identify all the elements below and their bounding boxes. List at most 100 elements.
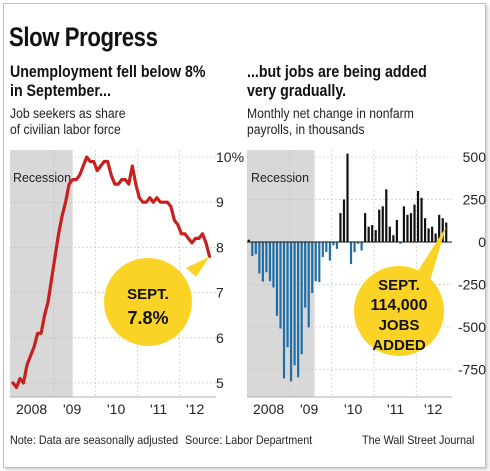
- data-point: [134, 182, 138, 186]
- page-title: Slow Progress: [9, 22, 158, 52]
- callout-text-line: JOBS: [379, 317, 420, 334]
- callout-text-line: ADDED: [372, 337, 426, 354]
- y-tick-label: 7: [216, 285, 224, 301]
- bar: [321, 242, 324, 258]
- data-point: [201, 232, 204, 236]
- left-headline-line-2: in September...: [10, 82, 111, 100]
- data-point: [71, 178, 74, 181]
- data-point: [166, 201, 169, 204]
- callout-value: 7.8%: [127, 308, 168, 328]
- data-point: [117, 182, 120, 186]
- data-point: [187, 237, 190, 240]
- data-point: [36, 332, 39, 335]
- x-tick-label: '10: [344, 401, 362, 417]
- x-tick-label: '12: [186, 401, 204, 417]
- bar: [332, 242, 335, 246]
- bar: [413, 204, 416, 242]
- data-point: [78, 173, 81, 177]
- footer-source: Source: Labor Department: [185, 433, 313, 447]
- data-point: [25, 363, 29, 367]
- bar: [438, 214, 441, 242]
- y-tick-label: 5: [216, 375, 224, 391]
- bar: [346, 153, 349, 242]
- bar: [420, 197, 423, 242]
- recession-label: Recession: [251, 170, 309, 185]
- bar: [434, 233, 437, 242]
- data-point: [138, 196, 141, 199]
- right-headline-line-1: ...but jobs are being added: [247, 63, 427, 81]
- left-subtitle-line-1: Job seekers as share: [10, 106, 126, 121]
- recession-band: [10, 150, 73, 397]
- left-subtitle-line-2: of civilian labor force: [10, 122, 121, 137]
- footer-note: Note: Data are seasonally adjusted: [10, 433, 179, 447]
- bar: [416, 191, 420, 242]
- bar: [282, 242, 286, 379]
- x-tick-label: '12: [424, 401, 442, 417]
- y-tick-label: -750: [458, 362, 486, 378]
- bar: [371, 225, 374, 242]
- graphic-frame: [3, 3, 486, 468]
- data-point: [22, 381, 25, 385]
- bar: [356, 242, 360, 244]
- data-point: [46, 300, 50, 303]
- bar: [307, 242, 310, 328]
- bar: [297, 242, 300, 378]
- bar: [392, 235, 395, 242]
- bar: [367, 226, 370, 242]
- bar: [272, 242, 275, 288]
- bar: [247, 239, 250, 242]
- bar: [395, 219, 398, 242]
- data-point: [18, 377, 22, 380]
- x-tick-label: 2008: [16, 401, 47, 417]
- bar: [364, 213, 367, 242]
- data-point: [159, 201, 162, 204]
- data-point: [145, 201, 148, 204]
- x-tick-label: '09: [300, 401, 318, 417]
- bar: [353, 242, 356, 253]
- y-tick-label: 8: [216, 239, 224, 255]
- data-point: [131, 164, 134, 168]
- data-point: [173, 219, 176, 222]
- data-point: [74, 178, 78, 181]
- bar: [300, 242, 303, 355]
- bar: [399, 242, 402, 244]
- data-point: [43, 314, 46, 317]
- x-tick-label: '09: [63, 401, 81, 417]
- bar: [385, 189, 388, 242]
- bar: [289, 242, 293, 382]
- data-point: [148, 196, 152, 199]
- bar: [441, 218, 444, 242]
- data-point: [11, 381, 15, 385]
- left-headline-line-1: Unemployment fell below 8%: [10, 63, 206, 81]
- data-point: [197, 237, 201, 240]
- callout-text-line: SEPT.: [378, 277, 420, 294]
- data-point: [120, 178, 123, 181]
- bar: [431, 226, 434, 242]
- data-point: [39, 332, 43, 335]
- bar: [378, 209, 381, 242]
- bar: [381, 206, 384, 242]
- x-tick-label: '11: [387, 401, 404, 417]
- data-point: [180, 232, 183, 236]
- bar: [409, 213, 413, 242]
- data-point: [67, 182, 71, 186]
- data-point: [162, 201, 166, 204]
- y-tick-label: 9: [216, 194, 224, 210]
- y-tick-label: 500: [463, 149, 487, 165]
- data-point: [204, 241, 208, 245]
- bar: [265, 242, 268, 273]
- data-point: [88, 160, 92, 163]
- x-tick-label: '10: [107, 401, 125, 417]
- bar: [406, 214, 409, 242]
- bar: [304, 242, 307, 308]
- data-point: [32, 345, 36, 349]
- bar: [261, 242, 264, 282]
- y-tick-label: 250: [463, 192, 487, 208]
- data-point: [127, 182, 130, 186]
- bar: [328, 242, 331, 261]
- data-point: [57, 232, 60, 236]
- data-point: [169, 205, 173, 208]
- data-point: [92, 160, 95, 163]
